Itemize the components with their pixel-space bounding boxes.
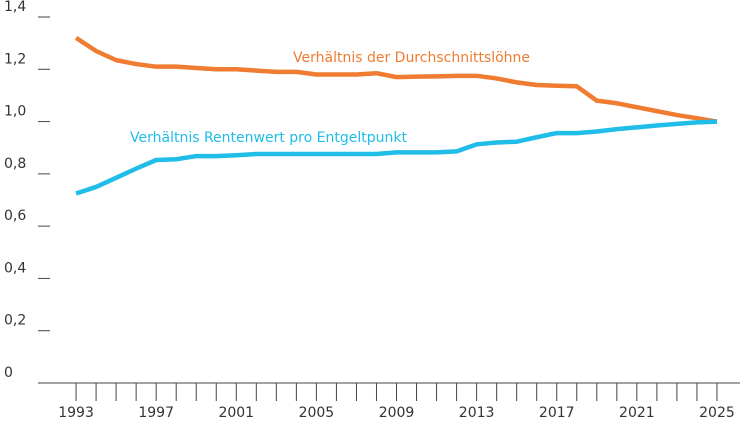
x-tick-label: 2005 <box>299 405 335 421</box>
x-tick-label: 2009 <box>379 405 415 421</box>
x-tick-label: 2013 <box>459 405 495 421</box>
series-label: Verhältnis der Durchschnittslöhne <box>293 50 530 66</box>
y-tick-label: 0,6 <box>4 208 26 224</box>
y-tick-label: 1,0 <box>4 104 26 120</box>
y-tick-label: 1,2 <box>4 51 26 67</box>
series-label: Verhältnis Rentenwert pro Entgeltpunkt <box>130 130 407 146</box>
y-tick-label: 0 <box>4 365 13 381</box>
line <box>75 119 718 196</box>
y-tick-label: 0,4 <box>4 260 26 276</box>
y-tick-label: 0,2 <box>4 313 26 329</box>
x-tick-label: 2017 <box>539 405 575 421</box>
x-tick-label: 2021 <box>619 405 655 421</box>
x-tick-label: 1997 <box>138 405 174 421</box>
x-tick-label: 1993 <box>58 405 94 421</box>
x-tick-label: 2001 <box>218 405 254 421</box>
y-tick-label: 0,8 <box>4 156 26 172</box>
line <box>74 36 718 124</box>
x-tick-label: 2025 <box>699 405 735 421</box>
y-tick-label: 1,4 <box>4 0 26 15</box>
